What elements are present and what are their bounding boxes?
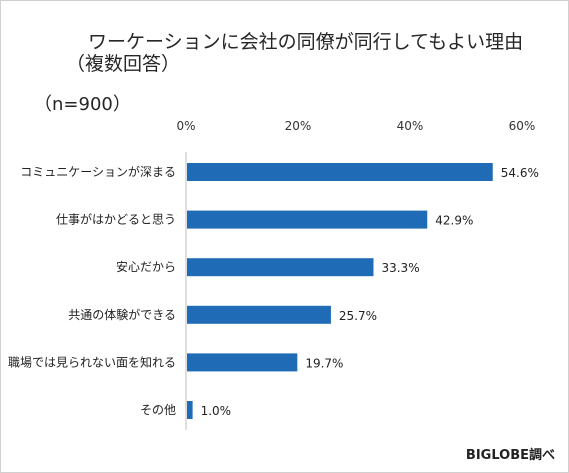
category-label: 安心だから (116, 259, 176, 274)
x-tick-label: 0% (176, 119, 195, 133)
bar (187, 258, 374, 277)
category-label: 職場では見られない面を知れる (8, 355, 176, 369)
chart-title: ワーケーションに会社の同僚が同行してもよい理由 (88, 31, 524, 53)
category-label: 仕事がはかどると思う (56, 212, 176, 227)
bar (187, 163, 493, 181)
bar (187, 353, 298, 372)
chart-subtitle: （複数回答） (66, 53, 181, 75)
x-tick-label: 60% (509, 119, 536, 133)
value-label: 54.6% (501, 166, 539, 180)
value-label: 25.7% (339, 309, 377, 323)
x-tick-label: 20% (285, 119, 312, 133)
x-tick-label: 40% (397, 119, 424, 133)
value-label: 19.7% (305, 356, 343, 370)
sample-size-label: （n=900） (34, 94, 131, 115)
source-label: BIGLOBE調べ (465, 448, 555, 463)
value-label: 42.9% (435, 214, 473, 228)
category-label: コミュニケーションが深まる (20, 164, 176, 179)
category-label: 共通の体験ができる (68, 307, 176, 322)
bar (187, 210, 428, 229)
category-label: その他 (140, 403, 176, 417)
value-label: 1.0% (201, 404, 232, 418)
value-label: 33.3% (381, 261, 419, 275)
bar (187, 401, 193, 419)
bar (187, 305, 331, 324)
